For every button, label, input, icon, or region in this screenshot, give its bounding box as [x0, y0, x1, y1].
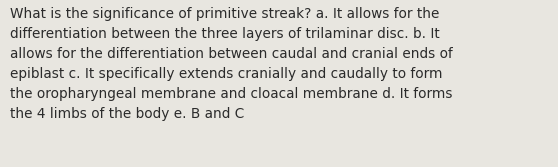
- Text: What is the significance of primitive streak? a. It allows for the
differentiati: What is the significance of primitive st…: [10, 7, 453, 121]
